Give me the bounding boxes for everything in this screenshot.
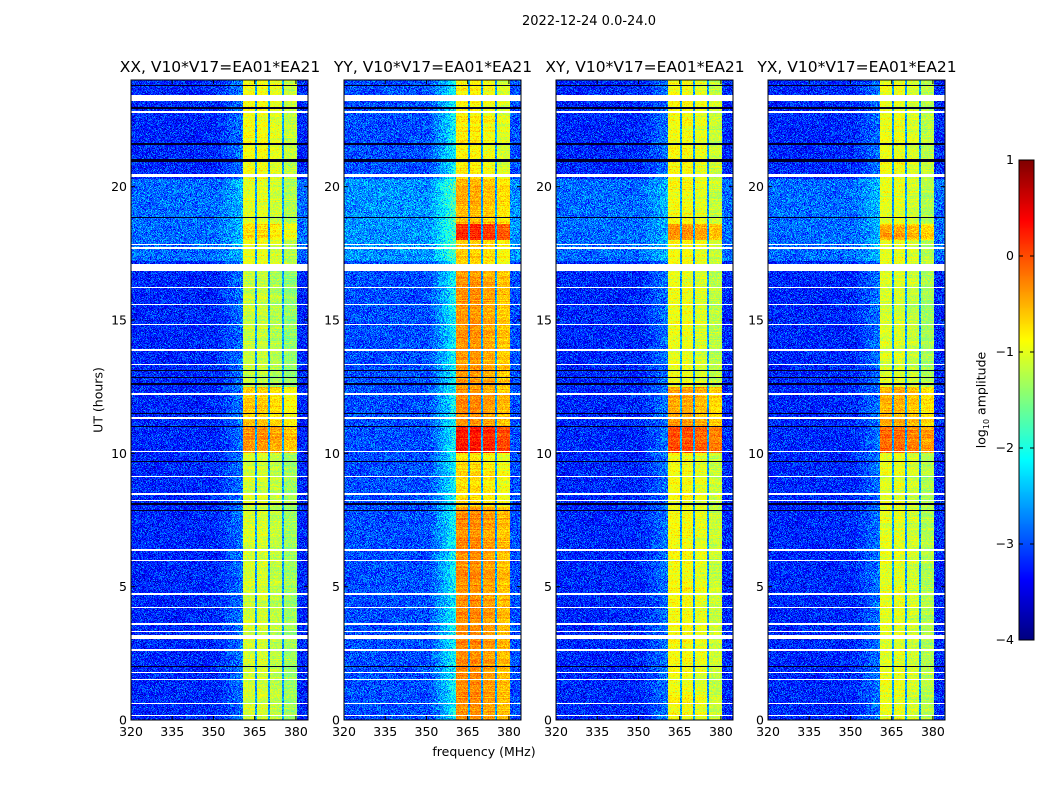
y-tick-label: 5	[756, 579, 764, 594]
x-tick-label: 350	[202, 724, 226, 739]
x-tick-label: 335	[160, 724, 184, 739]
y-tick-label: 0	[756, 713, 764, 728]
panel-title-yx: YX, V10*V17=EA01*EA21	[757, 58, 957, 76]
colorbar-tick-label: −1	[996, 344, 1014, 359]
colorbar-tick-label: 1	[1006, 152, 1014, 167]
plot-frame	[130, 79, 309, 721]
x-tick-label: 335	[585, 724, 609, 739]
y-tick-label: 5	[332, 579, 340, 594]
y-tick-label: 15	[748, 313, 764, 328]
heatmap-canvas	[556, 80, 733, 720]
colorbar-tick-label: 0	[1006, 248, 1014, 263]
y-tick-label: 15	[324, 313, 340, 328]
colorbar-tick-label: −3	[996, 536, 1014, 551]
plot-frame	[767, 79, 946, 721]
panel-title-xx: XX, V10*V17=EA01*EA21	[119, 58, 321, 76]
colorbar	[1019, 160, 1034, 640]
y-tick-label: 10	[111, 446, 127, 461]
y-tick-label: 20	[324, 179, 340, 194]
y-tick-label: 20	[536, 179, 552, 194]
x-tick-label: 380	[284, 724, 308, 739]
y-tick-label: 5	[544, 579, 552, 594]
y-tick-label: 10	[748, 446, 764, 461]
x-tick-label: 380	[497, 724, 521, 739]
x-tick-label: 335	[797, 724, 821, 739]
x-tick-label: 350	[839, 724, 863, 739]
y-tick-label: 0	[544, 713, 552, 728]
y-tick-label: 15	[111, 313, 127, 328]
x-tick-label: 335	[373, 724, 397, 739]
x-axis-label: frequency (MHz)	[432, 744, 536, 759]
panel-title-xy: XY, V10*V17=EA01*EA21	[545, 58, 745, 76]
plot-frame	[555, 79, 734, 721]
figure-title: 2022-12-24 0.0-24.0	[522, 14, 656, 29]
y-tick-label: 5	[119, 579, 127, 594]
x-tick-label: 365	[243, 724, 267, 739]
y-tick-label: 10	[536, 446, 552, 461]
heatmap-panel-yx	[768, 80, 945, 720]
heatmap-canvas	[344, 80, 521, 720]
heatmap-panel-xy	[556, 80, 733, 720]
colorbar-frame	[1018, 159, 1035, 641]
x-tick-label: 380	[921, 724, 945, 739]
plot-frame	[343, 79, 522, 721]
x-tick-label: 350	[627, 724, 651, 739]
x-tick-label: 380	[709, 724, 733, 739]
x-tick-label: 320	[756, 724, 780, 739]
y-tick-label: 0	[119, 713, 127, 728]
y-tick-label: 20	[111, 179, 127, 194]
heatmap-canvas	[768, 80, 945, 720]
x-tick-label: 320	[544, 724, 568, 739]
heatmap-canvas	[131, 80, 308, 720]
heatmap-panel-yy	[344, 80, 521, 720]
colorbar-tick-label: −2	[996, 440, 1014, 455]
heatmap-panel-xx	[131, 80, 308, 720]
colorbar-tick-label: −4	[996, 632, 1014, 647]
y-tick-label: 15	[536, 313, 552, 328]
x-tick-label: 365	[880, 724, 904, 739]
y-tick-label: 10	[324, 446, 340, 461]
x-tick-label: 365	[456, 724, 480, 739]
panel-title-yy: YY, V10*V17=EA01*EA21	[333, 58, 533, 76]
x-tick-label: 350	[415, 724, 439, 739]
x-tick-label: 320	[332, 724, 356, 739]
x-tick-label: 365	[668, 724, 692, 739]
y-tick-label: 20	[748, 179, 764, 194]
y-tick-label: 0	[332, 713, 340, 728]
x-tick-label: 320	[119, 724, 143, 739]
